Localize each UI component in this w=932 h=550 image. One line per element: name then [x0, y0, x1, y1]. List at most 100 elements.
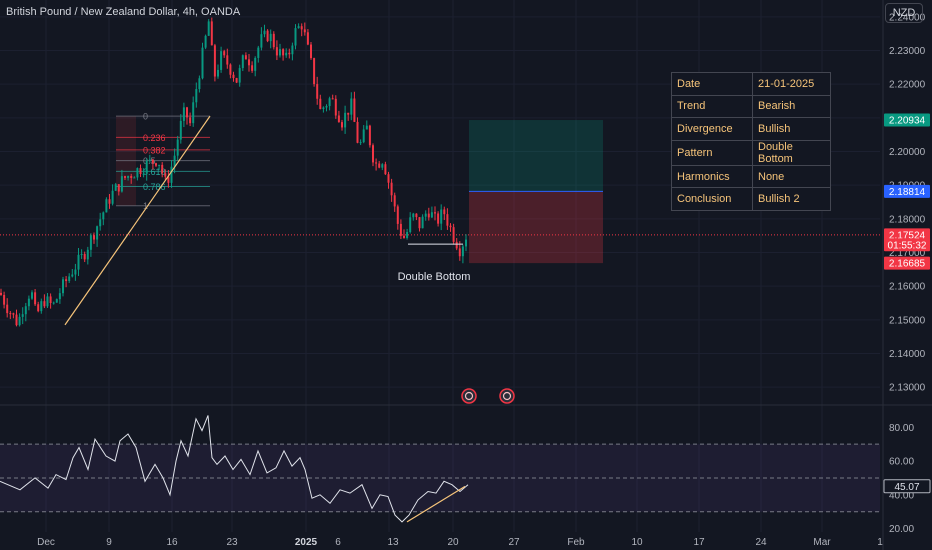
candle-body: [223, 51, 226, 56]
candle-body: [458, 248, 461, 257]
candle-body: [139, 168, 142, 174]
candle-body: [80, 254, 83, 256]
candle-body: [127, 176, 130, 178]
candle-body: [390, 182, 393, 196]
candle-body: [235, 78, 238, 83]
candle-body: [213, 45, 216, 77]
candle-body: [297, 26, 300, 29]
info-key: Trend: [671, 94, 753, 119]
candle-body: [198, 78, 201, 90]
info-value: Bullish: [752, 117, 831, 141]
candle-body: [9, 313, 12, 315]
candle-body: [306, 32, 309, 45]
candle-body: [142, 173, 145, 175]
rsi-y-tick-label: 80.00: [889, 423, 914, 434]
candle-body: [372, 145, 374, 163]
info-value: Bullish 2: [752, 187, 831, 211]
candle-body: [207, 21, 210, 36]
candle-body: [387, 174, 390, 183]
candle-body: [210, 21, 213, 46]
candle-body: [167, 176, 170, 183]
candle-body: [272, 33, 275, 48]
candle-body: [282, 49, 285, 56]
rsi-value-label: 45.07: [894, 482, 919, 493]
candle-body: [65, 279, 68, 282]
y-tick-label: 2.14000: [889, 349, 926, 360]
info-key: Pattern: [671, 139, 753, 166]
price-axis-value: 2.16685: [889, 259, 926, 270]
candle-body: [62, 279, 64, 294]
candle-body: [443, 209, 446, 215]
candle-body: [393, 195, 396, 207]
candle-body: [229, 64, 232, 75]
info-value: Bearish: [752, 94, 831, 119]
fib-level-label: 0.5: [143, 156, 156, 166]
candle-body: [15, 314, 18, 326]
x-tick-label: 20: [447, 537, 459, 548]
candle-body: [415, 213, 418, 218]
candle-body: [275, 47, 278, 56]
y-tick-label: 2.24000: [889, 12, 926, 23]
x-tick-label: 16: [166, 537, 178, 548]
candle-body: [192, 102, 195, 124]
info-value: None: [752, 164, 831, 189]
candle-body: [155, 163, 157, 166]
info-row-pattern: Pattern Double Bottom: [671, 139, 831, 166]
event-flag-icon-inner: [464, 391, 474, 401]
x-tick-label: Mar: [813, 537, 831, 548]
price-axis-value: 2.20934: [889, 116, 926, 127]
info-row-conclusion: Conclusion Bullish 2: [671, 187, 831, 211]
y-tick-label: 2.16000: [889, 282, 926, 293]
candle-body: [375, 162, 378, 164]
candle-body: [310, 44, 312, 59]
candle-body: [217, 69, 219, 77]
candle-body: [114, 184, 117, 191]
candle-body: [449, 225, 452, 228]
y-tick-label: 2.23000: [889, 46, 926, 57]
event-flag-icon: [461, 388, 477, 404]
currency-button[interactable]: NZD: [885, 3, 923, 23]
candle-body: [254, 57, 257, 71]
candle-body: [238, 68, 241, 83]
candle-body: [96, 226, 99, 240]
candle-body: [437, 213, 440, 224]
candle-body: [328, 98, 331, 107]
info-row-divergence: Divergence Bullish: [671, 117, 831, 141]
candle-body: [325, 106, 328, 108]
y-tick-label: 2.13000: [889, 383, 926, 394]
x-tick-label: 1: [877, 537, 883, 548]
candle-body: [58, 293, 61, 300]
price-axis-badge: [884, 113, 930, 127]
rsi-y-tick-label: 40.00: [889, 490, 914, 501]
candle-body: [337, 115, 340, 123]
x-tick-label: 23: [226, 537, 238, 548]
candle-body: [133, 177, 136, 179]
candle-body: [461, 246, 464, 257]
candle-body: [350, 98, 353, 115]
candle-body: [68, 276, 71, 282]
info-row-date: Date 21-01-2025: [671, 72, 831, 96]
candle-body: [406, 232, 409, 238]
candle-body: [6, 304, 9, 314]
candle-body: [257, 47, 260, 58]
info-key: Date: [671, 72, 753, 96]
candle-body: [313, 58, 316, 85]
candle-body: [3, 294, 6, 305]
analysis-table: Date 21-01-2025 Trend Bearish Divergence Bull…: [671, 72, 831, 211]
fib-level-label: 0.786: [143, 182, 166, 192]
y-tick-label: 2.20000: [889, 147, 926, 158]
info-key: Conclusion: [671, 187, 753, 211]
candle-body: [365, 125, 368, 130]
y-tick-label: 2.17000: [889, 248, 926, 259]
candle-body: [421, 216, 424, 229]
fib-level-label: 0: [143, 112, 148, 122]
candle-body: [74, 269, 77, 275]
candle-body: [368, 125, 371, 146]
candle-body: [18, 316, 21, 326]
candle-body: [418, 217, 421, 229]
trendline: [64, 115, 211, 326]
event-flag-icon: [499, 388, 515, 404]
candle-body: [341, 122, 343, 128]
candle-body: [226, 55, 229, 65]
